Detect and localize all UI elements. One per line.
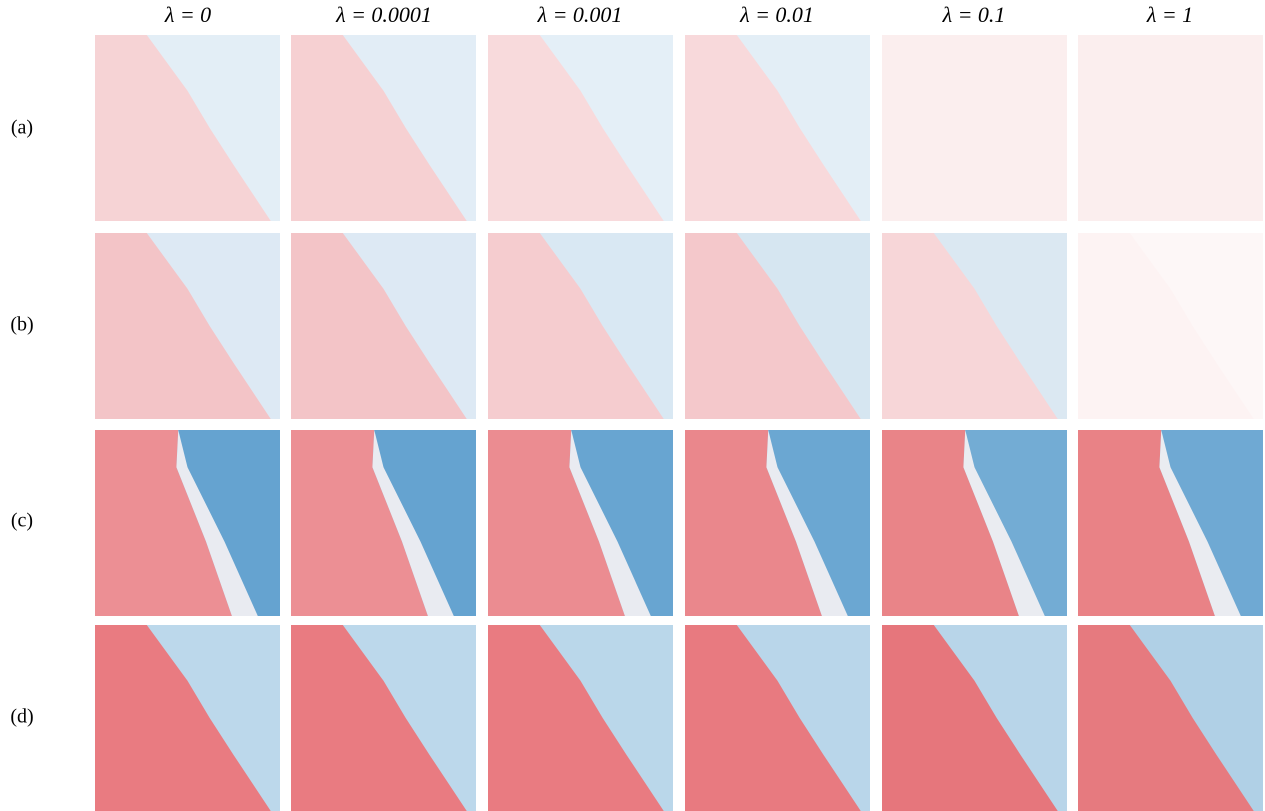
figure: λ = 0 λ = 0.0001 λ = 0.001 λ = 0.01 λ = … bbox=[0, 0, 1265, 811]
row-label: (a) bbox=[11, 117, 33, 139]
row-label: (d) bbox=[10, 706, 33, 728]
column-header: λ = 0.0001 bbox=[335, 2, 432, 27]
column-header: λ = 0.01 bbox=[739, 2, 814, 27]
row-label: (c) bbox=[11, 510, 33, 532]
column-header: λ = 0 bbox=[164, 2, 211, 27]
column-header: λ = 0.1 bbox=[942, 2, 1006, 27]
column-header: λ = 0.001 bbox=[537, 2, 623, 27]
row-label: (b) bbox=[10, 314, 33, 336]
page: λ = 0 λ = 0.0001 λ = 0.001 λ = 0.01 λ = … bbox=[0, 0, 1265, 811]
column-header: λ = 1 bbox=[1146, 2, 1193, 27]
